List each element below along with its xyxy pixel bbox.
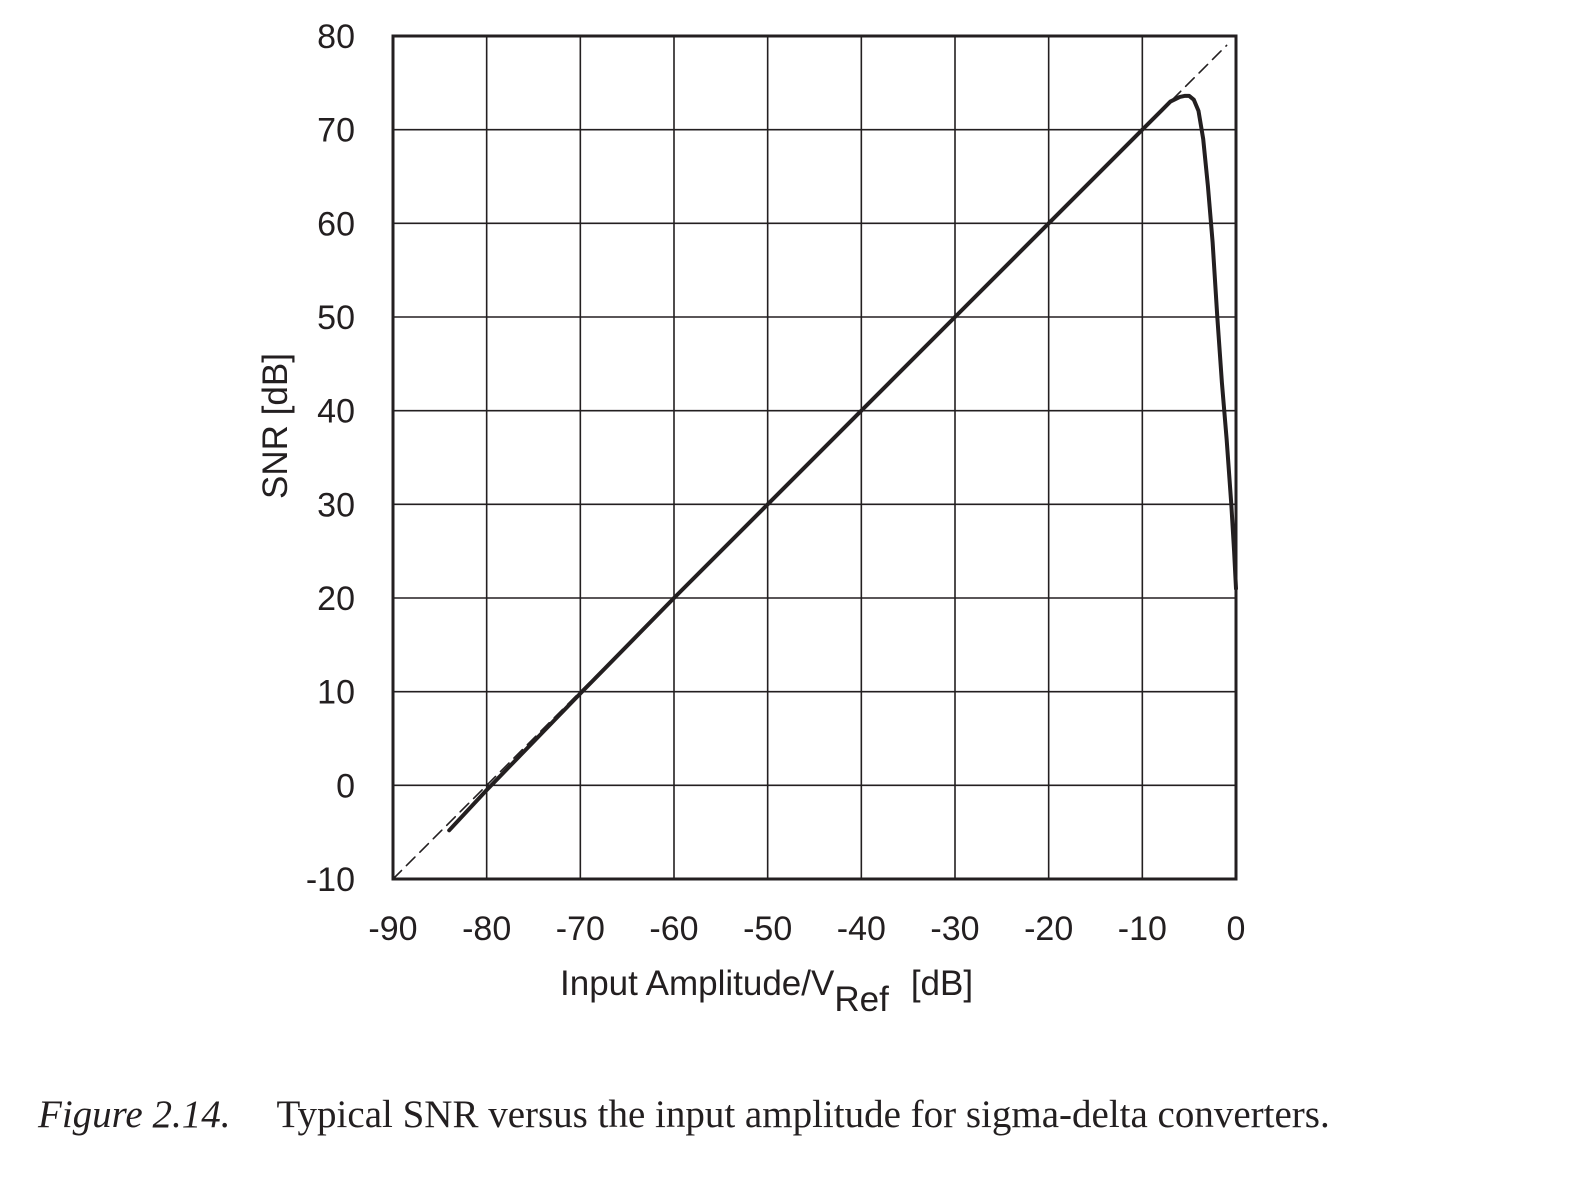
x-axis-title-subscript: Ref xyxy=(834,980,889,1019)
x-tick-label: -50 xyxy=(743,910,792,948)
x-tick-label: -80 xyxy=(462,910,511,948)
y-tick-labels: -10 0 10 20 30 40 50 60 70 80 xyxy=(306,18,355,899)
y-tick-label: 50 xyxy=(317,299,355,337)
x-tick-label: -70 xyxy=(556,910,605,948)
ideal-snr-dashed-line xyxy=(392,44,1228,880)
figure-caption-label: Figure 2.14. xyxy=(38,1093,231,1136)
y-tick-label: 0 xyxy=(336,767,355,805)
x-tick-label: -20 xyxy=(1024,910,1073,948)
y-tick-label: 40 xyxy=(317,393,355,431)
y-tick-label: -10 xyxy=(306,861,355,899)
x-axis-title: Input Amplitude/VRef [dB] xyxy=(560,964,973,1019)
snr-curve xyxy=(447,93,1238,833)
x-tick-labels: -90 -80 -70 -60 -50 -40 -30 -20 -10 0 xyxy=(368,910,1245,948)
y-tick-label: 30 xyxy=(317,486,355,524)
x-tick-label: -90 xyxy=(368,910,417,948)
figure-caption-text: Typical SNR versus the input amplitude f… xyxy=(276,1093,1330,1136)
x-tick-label: -30 xyxy=(930,910,979,948)
plot-frame xyxy=(391,34,1238,881)
x-tick-label: 0 xyxy=(1227,910,1246,948)
y-axis-title: SNR [dB] xyxy=(256,353,295,499)
y-tick-label: 80 xyxy=(317,18,355,56)
figure-caption: Figure 2.14. Typical SNR versus the input… xyxy=(38,1092,1330,1137)
x-tick-label: -10 xyxy=(1118,910,1167,948)
x-axis-title-main: Input Amplitude/V xyxy=(560,964,835,1003)
y-tick-label: 60 xyxy=(317,205,355,243)
y-tick-label: 70 xyxy=(317,112,355,150)
x-tick-label: -40 xyxy=(837,910,886,948)
y-tick-label: 10 xyxy=(317,674,355,712)
x-axis-title-unit: [dB] xyxy=(911,964,973,1003)
y-tick-label: 20 xyxy=(317,580,355,618)
data-series xyxy=(392,44,1238,880)
x-tick-label: -60 xyxy=(649,910,698,948)
